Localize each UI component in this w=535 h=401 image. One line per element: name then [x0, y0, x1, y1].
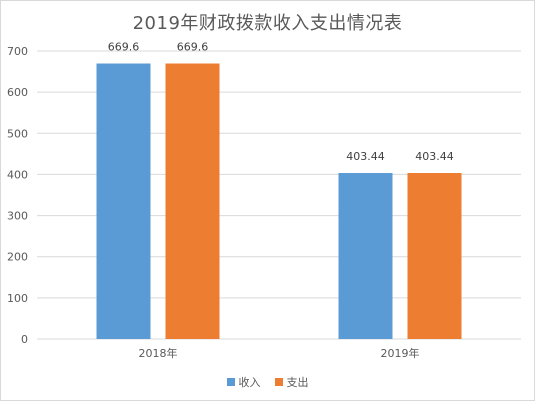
legend-label-income: 收入 [238, 376, 261, 389]
y-tick-label-500: 500 [7, 127, 28, 140]
data-label-1-0: 669.6 [177, 41, 209, 54]
legend: 收入 支出 [0, 374, 535, 390]
y-tick-label-100: 100 [7, 292, 28, 305]
legend-swatch-expense [274, 378, 283, 386]
chart-title: 2019年财政拨款收入支出情况表 [132, 13, 403, 34]
bar-0-0 [96, 63, 151, 340]
legend-swatch-income [226, 378, 235, 386]
y-tick-label-700: 700 [7, 45, 28, 58]
x-tick-label-0: 2018年 [139, 346, 178, 360]
data-label-1-1: 403.44 [415, 150, 454, 163]
y-tick-label-0: 0 [21, 333, 28, 346]
legend-item-expense: 支出 [274, 374, 309, 390]
y-tick-label-200: 200 [7, 251, 28, 264]
bar-0-1 [338, 173, 393, 339]
data-label-0-1: 403.44 [346, 150, 385, 163]
y-tick-label-300: 300 [7, 210, 28, 223]
bar-1-1 [407, 173, 462, 339]
x-tick-label-1: 2019年 [381, 346, 420, 360]
data-label-0-0: 669.6 [108, 41, 140, 54]
legend-item-income: 收入 [226, 374, 261, 390]
bar-1-0 [165, 63, 220, 340]
y-tick-label-600: 600 [7, 86, 28, 99]
y-tick-label-400: 400 [7, 168, 28, 181]
legend-label-expense: 支出 [286, 376, 309, 389]
